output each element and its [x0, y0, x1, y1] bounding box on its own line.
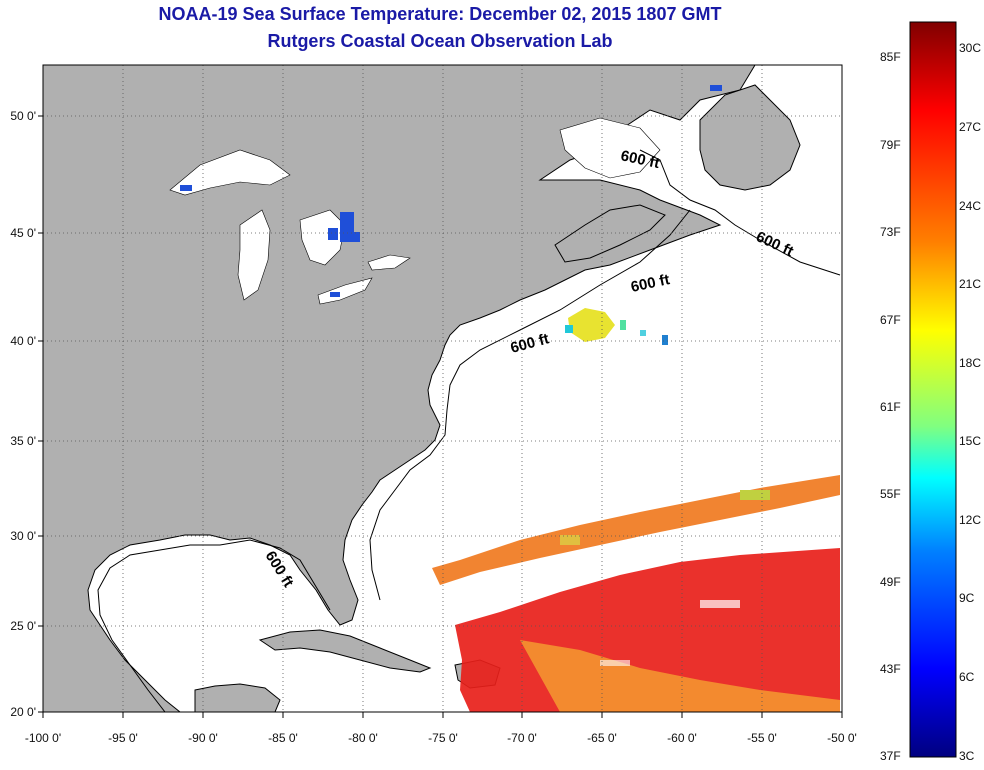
yucatan-land	[194, 683, 281, 712]
600ft-contour	[97, 149, 841, 712]
colorbar-c-label: 27C	[959, 120, 982, 134]
lat-label: 30 0'	[10, 529, 36, 543]
colorbar-f-label: 43F	[880, 662, 901, 676]
sst-swath-north	[432, 475, 840, 585]
nova-scotia-land	[554, 204, 666, 263]
lon-label: -75 0'	[428, 731, 458, 745]
lon-label: -65 0'	[587, 731, 617, 745]
colorbar-c-label: 6C	[959, 670, 975, 684]
axis-ticks	[38, 115, 843, 718]
gulf-of-st-lawrence	[559, 117, 661, 179]
colorbar-c-label: 30C	[959, 41, 982, 55]
lat-label: 20 0'	[10, 705, 36, 719]
lon-label: -70 0'	[507, 731, 537, 745]
lat-label: 35 0'	[10, 434, 36, 448]
lake-ontario	[367, 254, 411, 271]
colorbar-c-label: 9C	[959, 591, 975, 605]
colorbar-c-label: 21C	[959, 277, 982, 291]
lon-label: -85 0'	[268, 731, 298, 745]
lat-label: 40 0'	[10, 334, 36, 348]
newfoundland-land	[699, 84, 801, 191]
lon-label: -80 0'	[348, 731, 378, 745]
colorbar-c-label: 3C	[959, 749, 975, 763]
lake-erie	[317, 277, 373, 305]
colorbar-c-label: 18C	[959, 356, 982, 370]
lon-label: -100 0'	[24, 731, 62, 745]
colorbar-c-label: 24C	[959, 199, 982, 213]
lon-label: -50 0'	[827, 731, 857, 745]
colorbar	[909, 21, 957, 758]
colorbar-f-label: 61F	[880, 400, 901, 414]
colorbar-c-label: 12C	[959, 513, 982, 527]
colorbar-f-label: 73F	[880, 225, 901, 239]
chart-subtitle: Rutgers Coastal Ocean Observation Lab	[267, 31, 613, 51]
sst-warm-band	[520, 640, 840, 712]
lat-label: 45 0'	[10, 226, 36, 240]
colorbar-f-label: 85F	[880, 50, 901, 64]
lon-label: -95 0'	[108, 731, 138, 745]
lat-label: 25 0'	[10, 619, 36, 633]
colorbar-c-label: 15C	[959, 434, 982, 448]
chart-title: NOAA-19 Sea Surface Temperature: Decembe…	[158, 4, 722, 24]
colorbar-f-label: 37F	[880, 749, 901, 763]
lon-label: -90 0'	[188, 731, 218, 745]
colorbar-f-label: 55F	[880, 487, 901, 501]
lake-michigan	[237, 209, 271, 301]
sst-cool-pixels	[560, 320, 770, 666]
colorbar-f-label: 67F	[880, 313, 901, 327]
lat-label: 50 0'	[10, 109, 36, 123]
colorbar-f-label: 79F	[880, 138, 901, 152]
lake-sst-pixels	[180, 85, 722, 297]
cuba-land	[258, 629, 432, 673]
lake-huron	[299, 209, 346, 266]
lon-label: -60 0'	[667, 731, 697, 745]
lon-label: -55 0'	[747, 731, 777, 745]
lake-superior	[169, 149, 291, 196]
north-america-land	[43, 65, 756, 712]
sst-gulf-stream-patch	[568, 308, 615, 342]
colorbar-f-label: 49F	[880, 575, 901, 589]
